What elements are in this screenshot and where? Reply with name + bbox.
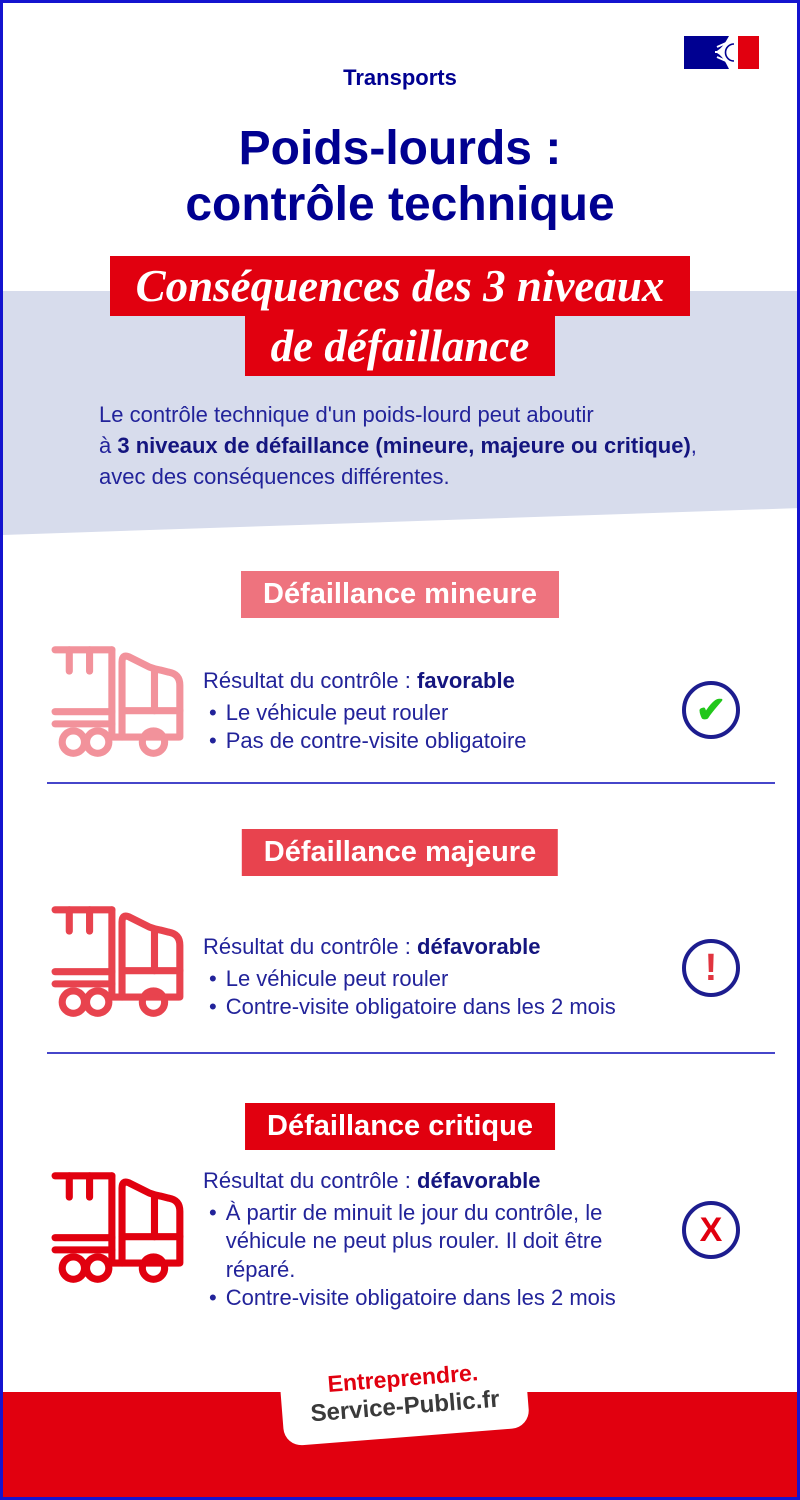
result-value: favorable	[417, 668, 515, 693]
truck-icon	[49, 899, 191, 1017]
result-value: défavorable	[417, 1168, 541, 1193]
section-divider	[47, 1052, 775, 1054]
bullet-item: • Le véhicule peut rouler	[209, 699, 665, 728]
french-government-flag-logo	[684, 36, 759, 69]
check-glyph: ✔	[695, 689, 727, 730]
bullet-text: Pas de contre-visite obligatoire	[225, 728, 527, 754]
section-defaillance-critique: Défaillance critique Résultat du contrôl…	[3, 1095, 797, 1330]
section-divider	[47, 782, 775, 784]
status-cross-icon: X	[682, 1201, 740, 1259]
bullet-dot: •	[209, 699, 217, 725]
result-label: Résultat du contrôle :	[203, 668, 418, 693]
intro-line-1: Le contrôle technique d'un poids-lourd p…	[99, 402, 594, 427]
bullet-dot: •	[209, 965, 217, 991]
intro-paragraph: Le contrôle technique d'un poids-lourd p…	[99, 399, 739, 493]
section-text-majeure: Résultat du contrôle : défavorable • Le v…	[203, 933, 665, 1022]
headline-banner: Conséquences des 3 niveaux de défaillanc…	[3, 256, 797, 376]
section-title-critique: Défaillance critique	[245, 1103, 555, 1150]
result-value: défavorable	[417, 934, 541, 959]
bullet-dot: •	[209, 1285, 217, 1311]
result-line: Résultat du contrôle : défavorable	[203, 933, 665, 962]
result-line: Résultat du contrôle : défavorable	[203, 1167, 665, 1196]
bullet-list: • Le véhicule peut rouler • Contre-visite …	[203, 965, 665, 1022]
page-title-line-2: contrôle technique	[185, 177, 615, 231]
result-label: Résultat du contrôle :	[203, 1168, 418, 1193]
headline-banner-line-1: Conséquences des 3 niveaux	[109, 256, 691, 316]
bullet-item: • Contre-visite obligatoire dans les 2 mo…	[209, 993, 665, 1022]
bullet-text: Le véhicule peut rouler	[225, 965, 449, 991]
bullet-dot: •	[209, 728, 217, 754]
bullet-dot: •	[209, 1199, 217, 1225]
intro-line-3: avec des conséquences différentes.	[99, 464, 450, 490]
headline-banner-line-2: de défaillance	[244, 316, 556, 376]
category-label: Transports	[343, 65, 457, 90]
page-title-line-1: Poids-lourds :	[238, 122, 562, 175]
bullet-text: Contre-visite obligatoire dans les 2 moi…	[225, 994, 616, 1020]
bullet-item: • À partir de minuit le jour du contrôle,…	[209, 1199, 665, 1285]
result-label: Résultat du contrôle :	[203, 934, 418, 959]
bullet-dot: •	[209, 994, 217, 1020]
section-defaillance-mineure: Défaillance mineure Résultat du contrôle…	[3, 563, 797, 798]
bullet-list: • Le véhicule peut rouler • Pas de contre-…	[203, 699, 665, 756]
bullet-text: Le véhicule peut rouler	[225, 699, 449, 725]
section-defaillance-majeure: Défaillance majeure Résultat du contrôle…	[3, 821, 797, 1056]
marianne-flag-icon	[684, 36, 759, 69]
section-title-majeure: Défaillance majeure	[241, 829, 559, 876]
intro-line-2-prefix: à	[99, 433, 118, 459]
cross-glyph: X	[699, 1211, 723, 1249]
bullet-text: À partir de minuit le jour du contrôle, …	[225, 1199, 603, 1282]
section-text-critique: Résultat du contrôle : défavorable • À pa…	[203, 1167, 665, 1313]
intro-line-2-bold: 3 niveaux de défaillance (mineure, majeu…	[117, 433, 691, 459]
truck-icon	[49, 639, 191, 757]
status-exclamation-icon: !	[682, 939, 740, 997]
section-title-mineure: Défaillance mineure	[241, 571, 559, 618]
truck-icon	[49, 1165, 191, 1283]
section-text-mineure: Résultat du contrôle : favorable • Le véh…	[203, 667, 665, 756]
result-line: Résultat du contrôle : favorable	[203, 667, 665, 696]
page-title: Poids-lourds : contrôle technique	[3, 121, 797, 232]
intro-line-2-suffix: ,	[690, 433, 697, 459]
exclamation-glyph: !	[704, 947, 718, 989]
bullet-text: Contre-visite obligatoire dans les 2 moi…	[225, 1285, 616, 1311]
status-check-icon: ✔	[682, 681, 740, 739]
bullet-item: • Le véhicule peut rouler	[209, 965, 665, 994]
bullet-item: • Contre-visite obligatoire dans les 2 mo…	[209, 1284, 665, 1313]
bullet-item: • Pas de contre-visite obligatoire	[209, 727, 665, 756]
bullet-list: • À partir de minuit le jour du contrôle,…	[203, 1199, 665, 1313]
